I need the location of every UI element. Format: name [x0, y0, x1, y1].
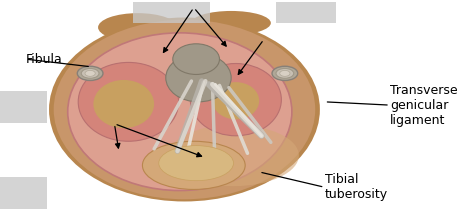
Ellipse shape [81, 68, 99, 78]
Text: Tibial
tuberosity: Tibial tuberosity [325, 173, 388, 201]
Text: Fibula: Fibula [26, 53, 63, 66]
Ellipse shape [93, 80, 154, 128]
Ellipse shape [85, 70, 95, 76]
Ellipse shape [276, 68, 294, 78]
Ellipse shape [159, 146, 234, 181]
Ellipse shape [212, 82, 259, 119]
Ellipse shape [68, 33, 292, 191]
Ellipse shape [272, 66, 298, 80]
Bar [0, 91, 47, 123]
Ellipse shape [78, 62, 179, 141]
Ellipse shape [54, 20, 315, 199]
Ellipse shape [190, 64, 282, 136]
Bar [0, 177, 47, 209]
Ellipse shape [49, 18, 320, 201]
Ellipse shape [280, 70, 290, 76]
Ellipse shape [142, 141, 245, 189]
Ellipse shape [168, 125, 299, 186]
Bar [133, 2, 210, 23]
Ellipse shape [77, 66, 103, 80]
Ellipse shape [191, 11, 271, 35]
Bar [275, 2, 336, 23]
Ellipse shape [166, 54, 231, 102]
Ellipse shape [173, 44, 219, 74]
Ellipse shape [98, 13, 177, 42]
Text: Transverse
genicular
ligament: Transverse genicular ligament [390, 84, 457, 127]
